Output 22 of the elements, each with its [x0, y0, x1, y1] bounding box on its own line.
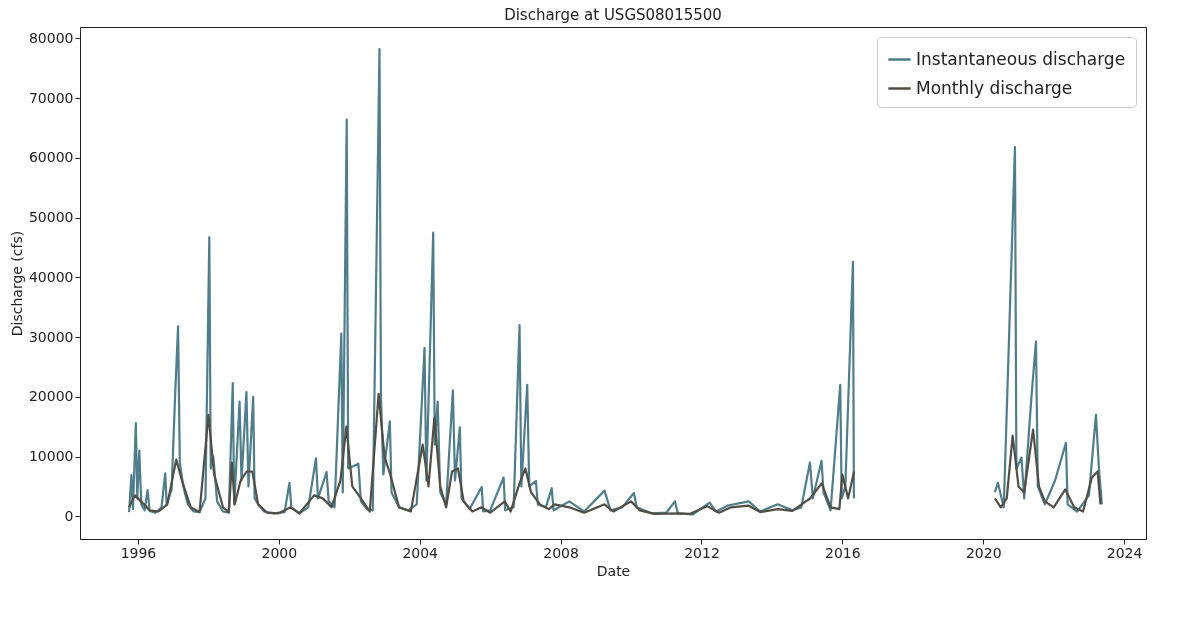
y-tick-label: 60000	[28, 149, 74, 166]
y-tick-label: 0	[64, 507, 74, 524]
y-tick-label: 80000	[28, 29, 74, 46]
y-axis-title: Discharge (cfs)	[8, 230, 25, 337]
y-tick-label: 20000	[28, 388, 74, 405]
chart-title: Discharge at USGS08015500	[504, 6, 722, 24]
x-tick-label: 2020	[965, 544, 1002, 561]
x-tick-label: 2024	[1106, 544, 1143, 561]
x-tick-label: 2016	[825, 544, 861, 561]
legend-label: Monthly discharge	[916, 77, 1073, 98]
y-tick-label: 50000	[28, 209, 74, 226]
y-tick-label: 10000	[28, 448, 74, 465]
x-tick-label: 2008	[543, 544, 579, 561]
legend-label: Instantaneous discharge	[916, 48, 1126, 69]
x-tick-label: 2004	[402, 544, 439, 561]
y-tick-label: 70000	[28, 89, 74, 106]
x-tick-label: 2012	[684, 544, 720, 561]
x-axis-title: Date	[596, 562, 631, 579]
x-tick-label: 1996	[120, 544, 157, 561]
y-tick-label: 40000	[28, 268, 74, 285]
y-tick-label: 30000	[28, 328, 74, 345]
x-tick-label: 2000	[261, 544, 298, 561]
